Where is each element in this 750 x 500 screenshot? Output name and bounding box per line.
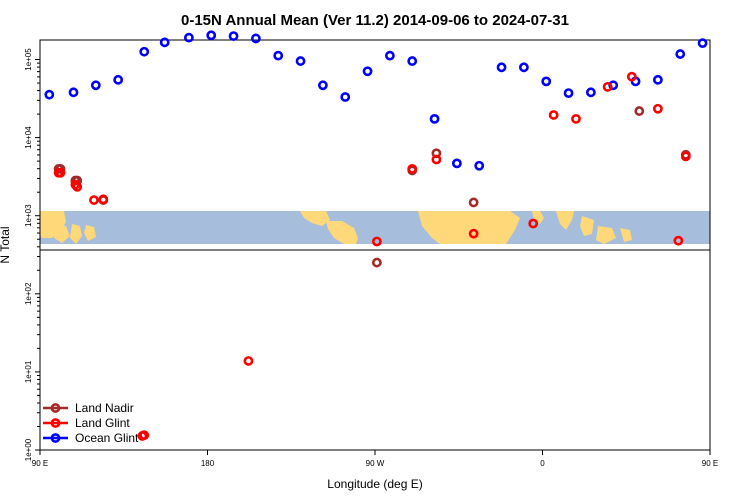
y-tick-label-5: 1e+05 [24,48,33,71]
point-land-glint [468,228,479,239]
point-land-nadir [634,106,645,116]
point-land-glint [548,110,559,120]
data-points [44,30,708,441]
point-ocean-glint [496,62,507,73]
y-tick-label-0: 1e+00 [24,438,33,461]
point-ocean-glint [250,33,261,44]
point-ocean-glint [68,87,79,98]
point-land-glint [139,430,150,441]
point-land-glint [431,154,442,165]
point-ocean-glint [44,89,55,100]
legend-label-land-nadir: Land Nadir [75,401,134,415]
legend-marker-land-nadir [50,403,61,413]
y-axis: 1e+00 1e+01 1e+02 1e+03 1e+04 1e+05 [24,48,40,461]
legend-marker-ocean-glint [50,433,61,443]
point-land-glint [571,113,581,124]
point-ocean-glint [159,37,170,48]
y-tick-label-1: 1e+01 [24,360,33,383]
point-ocean-glint [113,74,124,85]
point-ocean-glint [295,56,306,66]
point-ocean-glint [429,113,440,124]
world-map-strip [40,211,710,244]
y-tick-label-3: 1e+03 [24,204,33,227]
x-tick-label-0: 90 E [32,459,48,468]
point-ocean-glint [563,88,574,99]
point-ocean-glint [652,74,663,85]
y-tick-label-2: 1e+02 [24,282,33,305]
point-ocean-glint [206,30,217,41]
point-ocean-glint [384,50,395,61]
point-ocean-glint [407,56,418,66]
point-ocean-glint [340,92,351,102]
x-tick-label-4: 90 E [702,459,718,468]
point-ocean-glint [317,80,328,91]
point-land-glint [528,218,539,229]
point-land-glint [243,356,254,366]
point-ocean-glint [451,158,462,169]
point-land-glint [673,235,684,246]
point-land-glint [602,81,613,92]
point-land-glint [371,236,382,247]
x-tick-label-1: 180 [201,459,215,468]
point-land-glint [89,195,99,205]
point-ocean-glint [675,49,686,59]
point-ocean-glint [362,66,373,77]
point-ocean-glint [228,31,239,41]
point-ocean-glint [139,46,150,57]
y-tick-label-4: 1e+04 [24,126,33,149]
point-ocean-glint [518,62,529,73]
x-tick-label-3: 0 [540,459,545,468]
chart-title: 0-15N Annual Mean (Ver 11.2) 2014-09-06 … [181,12,569,29]
map-land [40,211,632,244]
point-ocean-glint [273,50,284,61]
point-land-glint [70,179,81,190]
point-ocean-glint [585,87,596,98]
point-land-glint [98,194,109,205]
point-ocean-glint [541,76,552,87]
point-ocean-glint [183,32,194,43]
point-land-glint [53,167,64,178]
point-land-glint [407,163,418,174]
legend-marker-land-glint [50,418,61,428]
point-land-nadir [468,197,479,208]
point-ocean-glint [697,38,708,49]
point-land-glint [680,151,691,162]
point-land-glint [652,103,663,114]
point-land-glint [626,71,637,82]
x-axis: 90 E 180 90 W 0 90 E [32,450,718,468]
legend-label-ocean-glint: Ocean Glint [75,431,139,445]
point-ocean-glint [90,80,101,91]
x-tick-label-2: 90 W [366,459,385,468]
point-land-nadir [371,257,382,268]
legend-label-land-glint: Land Glint [75,416,130,430]
point-ocean-glint [474,160,485,171]
x-axis-label: Longitude (deg E) [327,477,422,491]
y-axis-label: N Total [0,226,12,263]
